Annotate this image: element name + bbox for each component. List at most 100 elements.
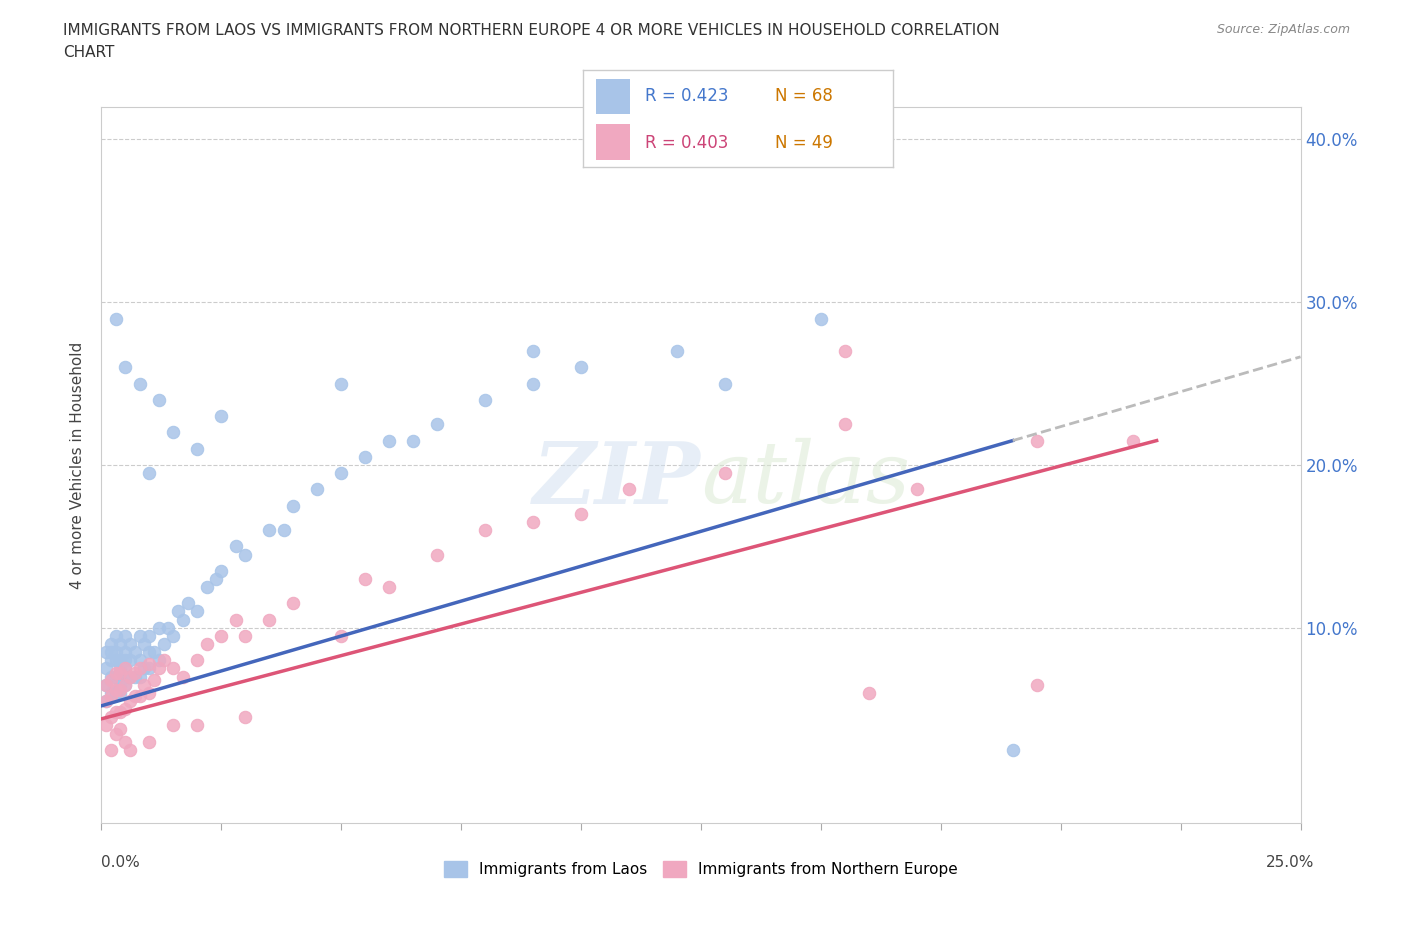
- Point: [104, 629, 127, 644]
- Point: [100, 685, 122, 700]
- Point: [118, 670, 141, 684]
- Point: [104, 666, 127, 681]
- Point: [281, 596, 304, 611]
- Point: [124, 666, 146, 681]
- Point: [100, 670, 122, 684]
- Point: [118, 653, 141, 668]
- Point: [209, 409, 232, 424]
- Point: [94, 694, 117, 709]
- Point: [118, 694, 141, 709]
- Point: [114, 653, 136, 668]
- Text: CHART: CHART: [63, 45, 115, 60]
- Point: [128, 670, 150, 684]
- Point: [569, 506, 592, 521]
- Point: [114, 677, 136, 692]
- Text: N = 68: N = 68: [775, 87, 834, 105]
- Point: [330, 377, 353, 392]
- Point: [118, 637, 141, 652]
- Point: [100, 688, 122, 703]
- Point: [474, 523, 496, 538]
- Point: [128, 653, 150, 668]
- Point: [114, 677, 136, 692]
- Point: [569, 360, 592, 375]
- Point: [426, 547, 449, 562]
- Point: [617, 482, 640, 497]
- Point: [100, 672, 122, 687]
- Point: [118, 670, 141, 684]
- Point: [114, 360, 136, 375]
- Point: [225, 612, 247, 627]
- Point: [138, 657, 160, 671]
- Point: [378, 579, 401, 594]
- Point: [110, 685, 132, 700]
- Point: [148, 661, 170, 676]
- Point: [273, 523, 295, 538]
- Point: [124, 688, 146, 703]
- Text: R = 0.403: R = 0.403: [645, 134, 728, 152]
- Point: [834, 417, 856, 432]
- Point: [474, 392, 496, 407]
- Text: atlas: atlas: [700, 438, 910, 521]
- Point: [128, 629, 150, 644]
- Point: [110, 666, 132, 681]
- Point: [714, 466, 737, 481]
- Point: [124, 670, 146, 684]
- Point: [172, 612, 194, 627]
- Point: [522, 514, 544, 529]
- Point: [186, 604, 208, 619]
- Text: Source: ZipAtlas.com: Source: ZipAtlas.com: [1216, 23, 1350, 36]
- Point: [426, 417, 449, 432]
- Point: [134, 637, 156, 652]
- Point: [110, 670, 132, 684]
- FancyBboxPatch shape: [596, 125, 630, 160]
- Point: [138, 735, 160, 750]
- Point: [195, 579, 218, 594]
- Point: [94, 644, 117, 659]
- Point: [94, 677, 117, 692]
- Point: [281, 498, 304, 513]
- Point: [100, 653, 122, 668]
- Point: [522, 344, 544, 359]
- Point: [94, 718, 117, 733]
- Point: [307, 482, 329, 497]
- Text: ZIP: ZIP: [533, 438, 700, 521]
- Point: [110, 683, 132, 698]
- Point: [128, 688, 150, 703]
- Point: [354, 449, 377, 464]
- Point: [110, 637, 132, 652]
- Point: [257, 523, 280, 538]
- Point: [104, 312, 127, 326]
- Point: [152, 653, 174, 668]
- Point: [257, 612, 280, 627]
- Point: [118, 742, 141, 757]
- Text: 25.0%: 25.0%: [1267, 855, 1315, 870]
- Point: [138, 629, 160, 644]
- Point: [100, 742, 122, 757]
- Point: [162, 718, 184, 733]
- Point: [148, 620, 170, 635]
- Point: [100, 644, 122, 659]
- Point: [138, 661, 160, 676]
- Point: [378, 433, 401, 448]
- Point: [114, 661, 136, 676]
- Point: [162, 425, 184, 440]
- Point: [330, 466, 353, 481]
- Point: [330, 629, 353, 644]
- Point: [233, 547, 256, 562]
- Point: [148, 392, 170, 407]
- Point: [225, 539, 247, 554]
- Point: [94, 694, 117, 709]
- Point: [134, 677, 156, 692]
- Point: [100, 637, 122, 652]
- Point: [1122, 433, 1144, 448]
- Point: [114, 661, 136, 676]
- Point: [186, 442, 208, 457]
- Point: [114, 670, 136, 684]
- Point: [110, 661, 132, 676]
- Point: [104, 644, 127, 659]
- Point: [186, 718, 208, 733]
- Point: [124, 644, 146, 659]
- Point: [143, 644, 166, 659]
- Point: [714, 377, 737, 392]
- Point: [905, 482, 928, 497]
